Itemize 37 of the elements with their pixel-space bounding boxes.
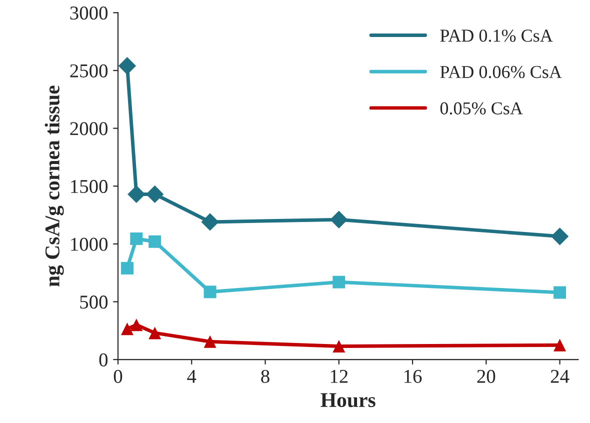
point xyxy=(201,213,219,231)
x-tick-label: 0 xyxy=(114,370,122,383)
x-tick-label: 12 xyxy=(330,370,348,383)
point xyxy=(332,276,346,288)
point xyxy=(146,185,164,204)
y-tick-label: 0 xyxy=(99,353,108,366)
x-tick-label: 16 xyxy=(404,370,422,383)
y-tick-label: 2000 xyxy=(70,122,108,136)
point xyxy=(204,286,216,298)
point xyxy=(118,57,136,75)
point xyxy=(148,235,162,248)
x-tick-label: 4 xyxy=(187,370,196,383)
y-tick-label: 1000 xyxy=(71,238,108,251)
x-tick-label: 20 xyxy=(477,370,496,383)
point xyxy=(550,228,569,246)
legend-label: 0.05% CsA xyxy=(440,102,523,115)
point xyxy=(330,210,348,228)
point xyxy=(204,335,216,348)
x-tick-label: 8 xyxy=(261,370,270,383)
point xyxy=(120,322,134,336)
x-tick-label: 24 xyxy=(550,370,570,383)
point xyxy=(332,340,346,353)
y-axis-title: ng CsA/g cornea tissue xyxy=(44,86,64,287)
point xyxy=(554,338,566,352)
y-tick-label: 2500 xyxy=(70,64,108,78)
y-tick-label: 500 xyxy=(80,296,108,309)
point xyxy=(130,232,143,245)
point xyxy=(128,185,146,204)
point xyxy=(130,318,143,332)
legend-label: PAD 0.06% CsA xyxy=(440,66,562,78)
x-axis-title: Hours xyxy=(320,393,376,408)
y-tick-label: 3000 xyxy=(70,6,108,20)
point xyxy=(148,326,162,340)
point xyxy=(120,262,134,274)
legend-label: PAD 0.1% CsA xyxy=(440,30,553,42)
y-tick-label: 1500 xyxy=(71,180,108,194)
point xyxy=(554,286,566,299)
